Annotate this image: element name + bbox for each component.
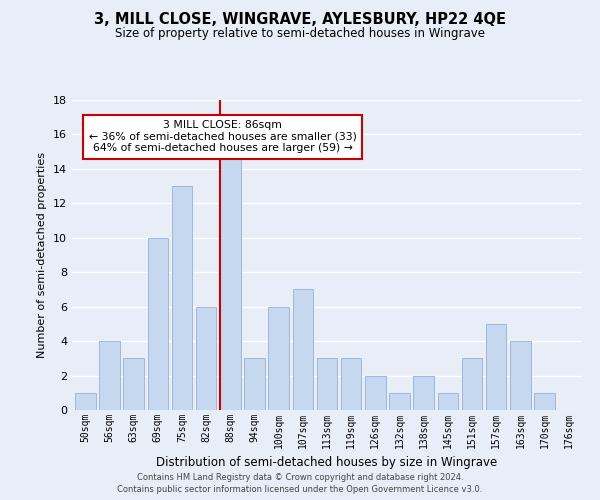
Bar — [196, 306, 217, 410]
Text: Contains public sector information licensed under the Open Government Licence v3: Contains public sector information licen… — [118, 484, 482, 494]
Bar — [99, 341, 120, 410]
Text: 3 MILL CLOSE: 86sqm
← 36% of semi-detached houses are smaller (33)
64% of semi-d: 3 MILL CLOSE: 86sqm ← 36% of semi-detach… — [89, 120, 356, 154]
Bar — [510, 341, 530, 410]
Bar — [486, 324, 506, 410]
Text: Contains HM Land Registry data © Crown copyright and database right 2024.: Contains HM Land Registry data © Crown c… — [137, 473, 463, 482]
X-axis label: Distribution of semi-detached houses by size in Wingrave: Distribution of semi-detached houses by … — [157, 456, 497, 469]
Bar — [148, 238, 168, 410]
Bar — [244, 358, 265, 410]
Text: Size of property relative to semi-detached houses in Wingrave: Size of property relative to semi-detach… — [115, 28, 485, 40]
Bar — [220, 152, 241, 410]
Bar — [75, 393, 95, 410]
Bar — [413, 376, 434, 410]
Text: 3, MILL CLOSE, WINGRAVE, AYLESBURY, HP22 4QE: 3, MILL CLOSE, WINGRAVE, AYLESBURY, HP22… — [94, 12, 506, 28]
Bar — [268, 306, 289, 410]
Bar — [437, 393, 458, 410]
Bar — [317, 358, 337, 410]
Bar — [124, 358, 144, 410]
Bar — [365, 376, 386, 410]
Bar — [534, 393, 555, 410]
Bar — [462, 358, 482, 410]
Bar — [172, 186, 192, 410]
Bar — [293, 290, 313, 410]
Bar — [389, 393, 410, 410]
Y-axis label: Number of semi-detached properties: Number of semi-detached properties — [37, 152, 47, 358]
Bar — [341, 358, 361, 410]
